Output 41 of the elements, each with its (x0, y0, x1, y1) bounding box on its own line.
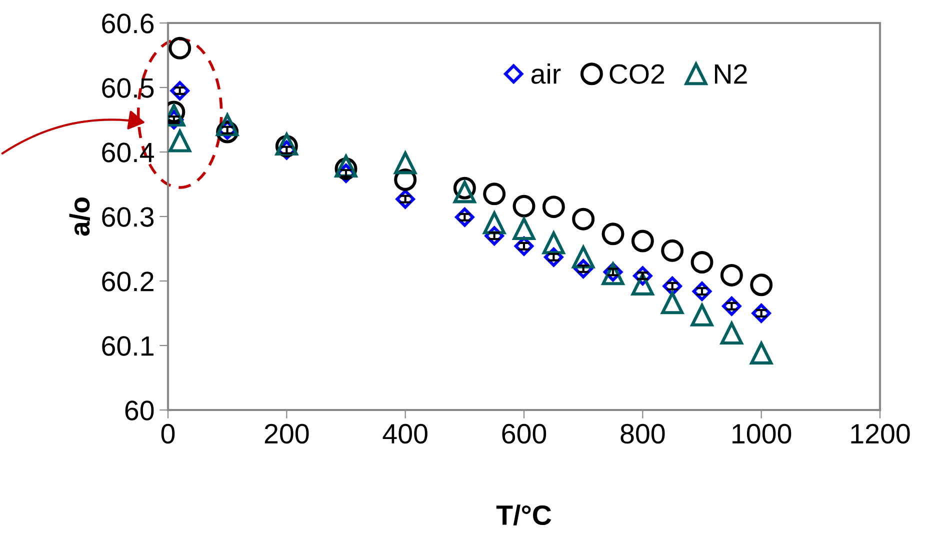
point (394, 152, 417, 174)
y-tick-label: 60.2 (102, 272, 154, 292)
y-axis-title: a/o (69, 198, 90, 236)
x-tick-label: 200 (264, 424, 309, 444)
legend-label: air (531, 63, 561, 84)
point (453, 180, 476, 204)
y-tick-label: 60.1 (102, 336, 154, 356)
y-tick-label: 60.4 (102, 142, 154, 162)
x-tick-label: 600 (502, 424, 546, 444)
point (690, 251, 714, 274)
point (572, 208, 595, 230)
point (483, 182, 506, 206)
point (661, 239, 684, 262)
x-tick-label: 800 (620, 424, 665, 444)
point (661, 292, 684, 314)
x-tick-label: 400 (382, 424, 428, 444)
y-tick-label: 60.3 (102, 207, 154, 227)
point (542, 232, 565, 254)
point (720, 264, 743, 286)
point (512, 194, 536, 218)
point (542, 196, 565, 218)
x-tick-label: 1200 (851, 424, 910, 444)
x-axis-title: T/°C (496, 504, 552, 526)
point (602, 222, 624, 246)
x-tick-label: 0 (161, 424, 175, 444)
y-tick-label: 60 (125, 400, 154, 420)
x-tick-label: 1000 (732, 424, 792, 444)
legend-label: N2 (714, 64, 747, 84)
point (631, 230, 654, 252)
point (572, 246, 595, 268)
point (720, 322, 743, 344)
point (512, 218, 536, 240)
point (750, 274, 773, 296)
y-tick-label: 60.6 (102, 14, 154, 34)
point (168, 36, 192, 60)
point (690, 304, 714, 326)
point (168, 130, 192, 152)
legend-label: CO2 (610, 64, 664, 84)
point (216, 114, 239, 136)
point (750, 342, 773, 364)
y-tick-label: 60.5 (102, 78, 154, 98)
